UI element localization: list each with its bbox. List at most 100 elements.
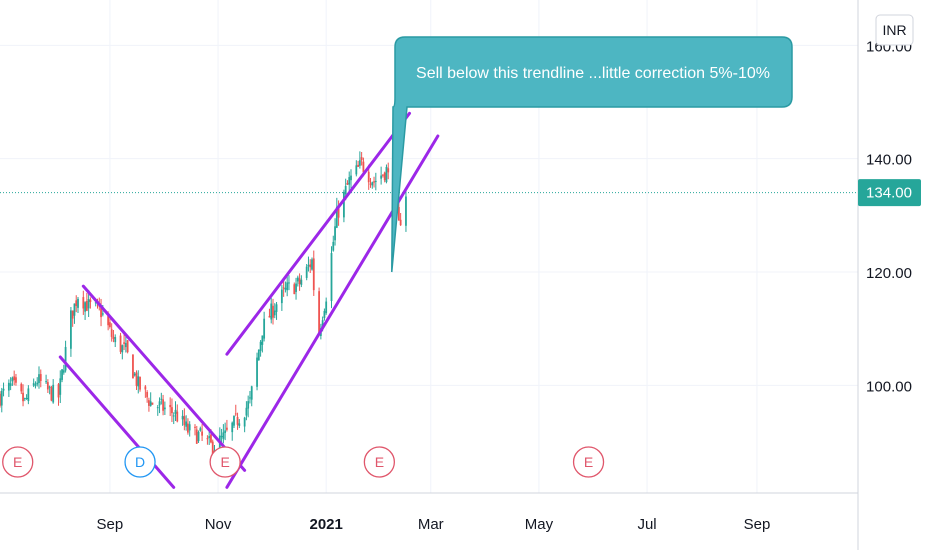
candle-body — [75, 300, 78, 306]
candle-body — [305, 266, 308, 278]
earnings-marker-label: E — [375, 454, 384, 470]
candle-body — [85, 300, 88, 311]
candle-body — [273, 310, 276, 316]
candle-body — [350, 175, 352, 181]
candle-body — [362, 161, 365, 173]
candle-body — [137, 376, 140, 387]
candle-body — [369, 183, 372, 185]
trendline-falling-channel-upper[interactable] — [81, 284, 247, 472]
candle-body — [236, 416, 239, 425]
x-axis[interactable]: Sep Nov 2021 Mar May Jul Sep — [97, 516, 771, 533]
candle-body — [234, 413, 237, 415]
callout[interactable]: Sell below this trendline ...little corr… — [391, 36, 793, 273]
candle-body — [284, 287, 287, 290]
candle-body — [397, 207, 400, 221]
candle-body — [57, 384, 60, 398]
currency-badge-bg[interactable] — [875, 14, 914, 46]
candle-body — [163, 407, 166, 410]
candle-body — [112, 336, 115, 339]
candle-body — [360, 157, 363, 160]
candle-body — [121, 345, 124, 353]
candle-body — [70, 310, 72, 349]
candle-body — [38, 374, 40, 383]
last-price-tag: 134.00 — [858, 179, 921, 207]
candle-body — [169, 404, 172, 408]
last-price-tag-bg — [858, 179, 921, 207]
candle-body — [206, 438, 209, 440]
candle-body — [263, 318, 266, 339]
trendline-falling-channel-lower[interactable] — [58, 355, 176, 489]
candle-body — [201, 431, 203, 436]
candle-body — [261, 335, 264, 345]
candle-body — [100, 307, 102, 318]
candle-body — [358, 160, 361, 166]
earnings-marker[interactable]: E — [209, 446, 241, 478]
candle-body — [334, 226, 336, 241]
candle-body — [307, 265, 310, 267]
candle-body — [188, 424, 191, 431]
dividend-marker-label: D — [135, 454, 145, 470]
candle-body — [52, 384, 55, 403]
candle-body — [318, 291, 320, 333]
candle-body — [126, 340, 129, 353]
dividend-marker-circle[interactable] — [124, 446, 156, 478]
x-tick-label: Sep — [744, 516, 771, 533]
candles-layer — [0, 151, 407, 464]
candle-body — [399, 219, 402, 226]
candle-body — [174, 409, 177, 414]
dividend-marker[interactable]: D — [124, 446, 156, 478]
candle-body — [250, 386, 253, 400]
candle-body — [119, 335, 122, 352]
candle-body — [194, 426, 196, 428]
candle-body — [373, 181, 375, 183]
callout-text: Sell below this trendline ...little corr… — [416, 65, 770, 82]
earnings-marker[interactable]: E — [572, 446, 605, 478]
earnings-marker-label: E — [584, 454, 593, 470]
candle-body — [238, 423, 241, 427]
earnings-marker-circle[interactable] — [572, 446, 605, 478]
candle-body — [323, 310, 326, 318]
candle-body — [355, 165, 358, 175]
earnings-marker-circle[interactable] — [363, 446, 396, 478]
candle-body — [25, 397, 28, 399]
trendline-rising-channel-upper[interactable] — [225, 111, 411, 356]
candle-body — [11, 377, 14, 382]
candle-body — [243, 417, 246, 427]
candle-body — [176, 411, 179, 422]
candle-body — [210, 434, 212, 443]
candle-body — [135, 372, 138, 386]
candle-body — [172, 415, 175, 417]
candle-body — [257, 349, 260, 361]
last-price-label: 134.00 — [866, 185, 912, 202]
candle-body — [77, 298, 79, 308]
candle-body — [187, 423, 189, 433]
candle-body — [34, 384, 37, 386]
currency-badge[interactable]: INR — [875, 14, 914, 46]
earnings-marker[interactable]: E — [2, 446, 34, 478]
candle-body — [23, 398, 26, 400]
earnings-marker[interactable]: E — [363, 446, 396, 478]
y-tick-label: 120.00 — [866, 265, 912, 282]
candle-body — [20, 383, 23, 392]
candle-body — [84, 302, 86, 312]
candle-body — [222, 432, 225, 439]
earnings-marker-circle[interactable] — [209, 446, 241, 478]
earnings-marker-circle[interactable] — [2, 446, 34, 478]
x-tick-label: May — [525, 516, 554, 533]
trendline-rising-channel-lower[interactable] — [225, 134, 440, 489]
candle-body — [171, 407, 173, 414]
candle-body — [374, 180, 377, 182]
candle-body — [32, 383, 35, 386]
candle-body — [296, 277, 299, 282]
candle-body — [275, 304, 278, 312]
candle-body — [2, 388, 5, 391]
candle-body — [195, 429, 198, 444]
candle-body — [348, 177, 351, 185]
candle-body — [346, 182, 349, 185]
candle-body — [146, 392, 149, 398]
callout-bubble[interactable] — [391, 36, 793, 273]
candle-body — [123, 342, 125, 344]
candle-body — [259, 341, 262, 351]
